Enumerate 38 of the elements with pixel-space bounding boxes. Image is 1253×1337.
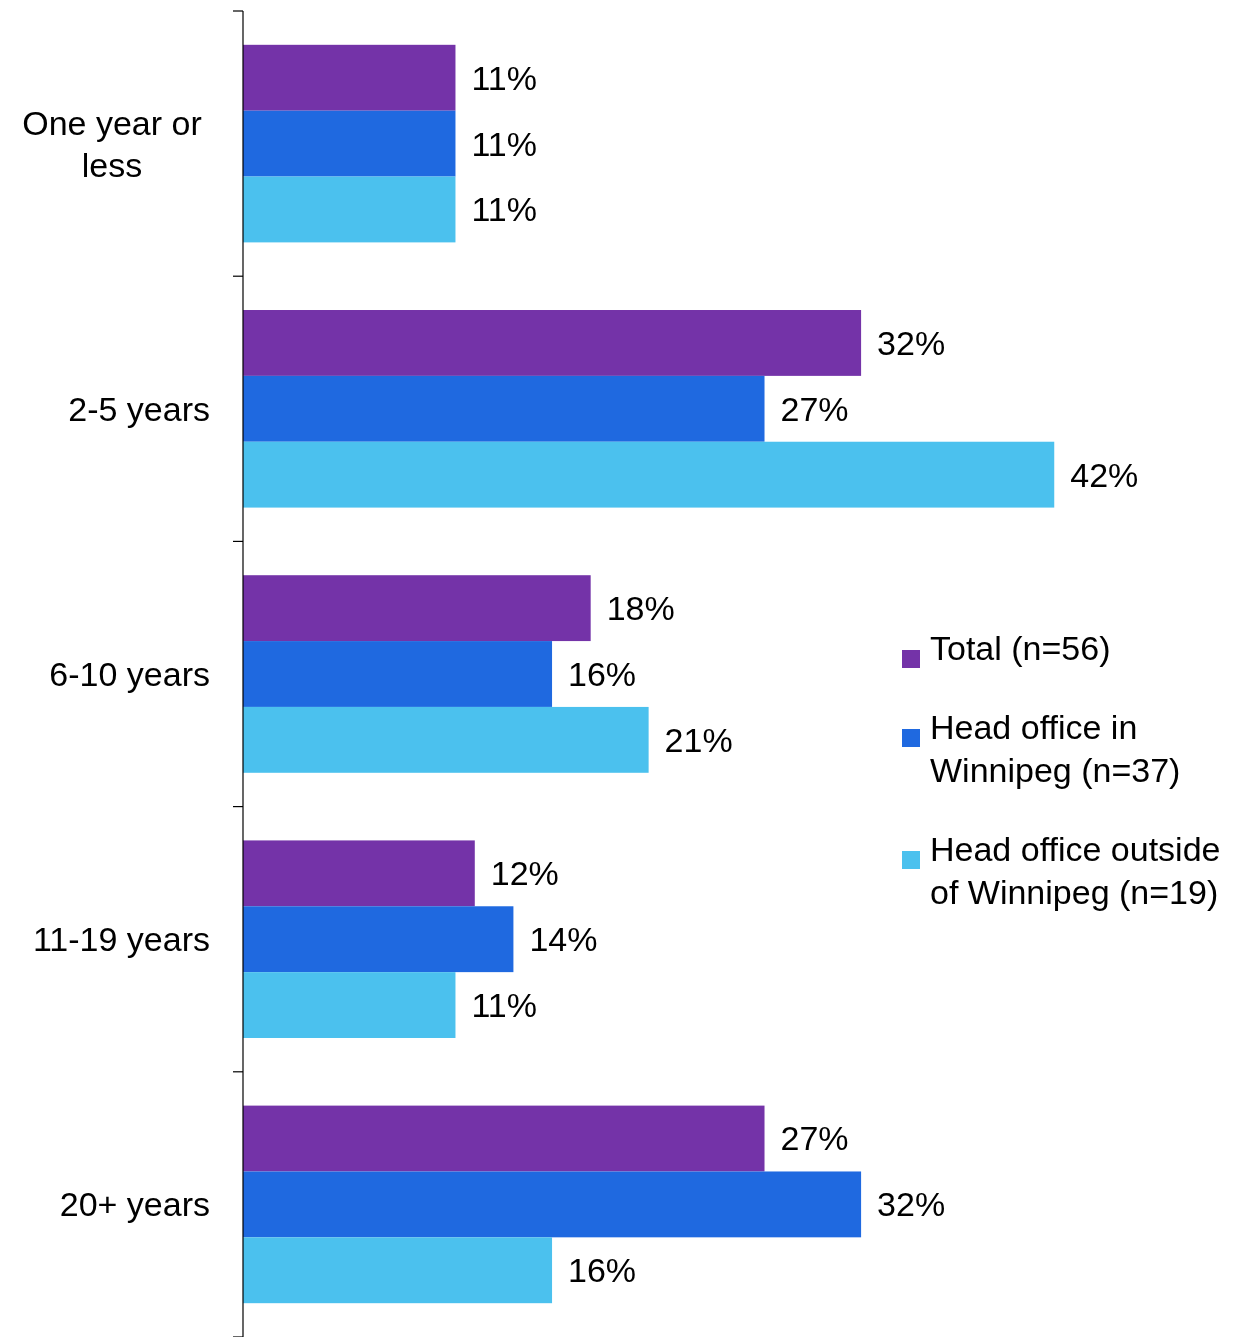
y-tick-label: 20+ years [59,1185,210,1224]
bar [243,1237,553,1304]
bar [243,375,765,442]
data-label: 11% [471,190,537,229]
data-label: 16% [568,654,637,693]
y-tick-label: 2-5 years [68,389,210,428]
data-label: 16% [568,1251,637,1290]
data-label: 27% [780,1119,849,1158]
bar [243,176,456,243]
bar [243,110,456,177]
data-label: 11% [471,985,537,1024]
y-tick-label: 11-19 years [32,920,210,959]
bar [243,840,475,907]
bar [243,1105,765,1172]
data-label: 27% [780,389,849,428]
bar [243,310,862,376]
y-tick-label: 6-10 years [49,655,210,693]
bar [243,1171,862,1238]
data-label: 18% [606,589,675,628]
bar [243,706,649,773]
data-label: 14% [529,920,598,959]
bar [243,44,456,111]
data-label: 32% [877,1185,946,1224]
data-label: 21% [664,720,733,759]
bar [243,575,591,642]
legend-label: Total (n=56) [930,629,1111,667]
data-label: 42% [1070,455,1139,494]
bar [243,441,1055,508]
bar [243,641,553,707]
bar [243,906,514,973]
legend-label: Head office outside of Winnipeg (n=19) [930,830,1221,911]
data-label: 11% [471,58,537,97]
legend-label: Head office in Winnipeg (n=37) [930,708,1181,789]
bar [243,972,456,1038]
data-label: 11% [471,124,537,163]
data-label: 12% [490,854,559,893]
y-tick-label: One year or less [22,103,202,184]
data-label: 32% [877,323,946,362]
